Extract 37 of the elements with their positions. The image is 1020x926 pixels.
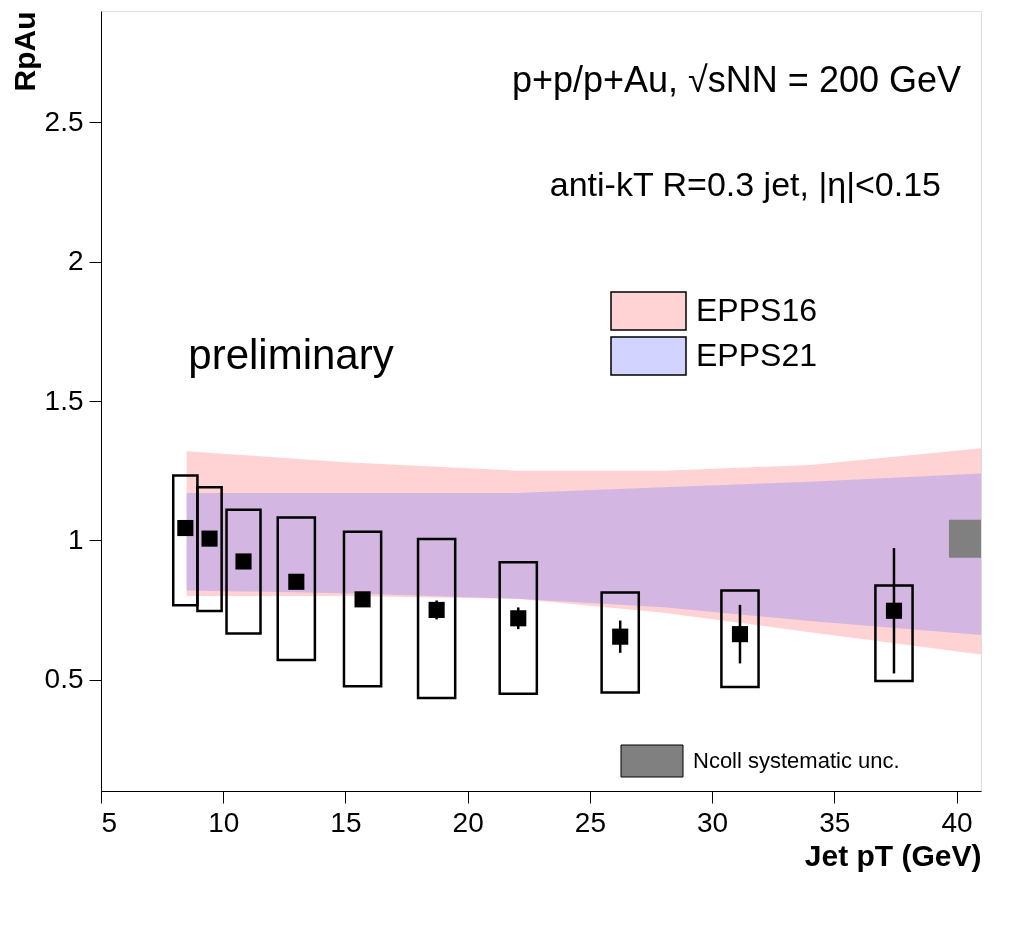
point: [731, 626, 749, 643]
point: [885, 602, 903, 619]
point: [201, 530, 218, 547]
annotation: p+p/p+Au, √sNN = 200 GeV: [511, 59, 961, 100]
bar: [416, 537, 457, 700]
legend-label: EPPS16: [696, 292, 817, 328]
y-tick-label: 2.5: [44, 105, 84, 137]
bar: [276, 516, 317, 662]
bar: [498, 561, 539, 696]
point: [354, 591, 371, 608]
x-tick-label: 30: [697, 806, 729, 838]
bar: [342, 530, 383, 688]
legend-label: Ncoll systematic unc.: [693, 748, 900, 773]
legend-label: EPPS21: [696, 337, 817, 373]
point: [428, 601, 445, 618]
annotation: preliminary: [188, 331, 394, 378]
bar: [720, 589, 760, 689]
y-tick-label: 1: [67, 523, 84, 555]
y-tick-label: 0.5: [44, 663, 84, 695]
x-tick-label: 15: [330, 806, 362, 838]
x-tick-label: 35: [819, 806, 851, 838]
x-tick-label: 10: [208, 806, 240, 838]
x-tick-label: 5: [101, 806, 118, 838]
point: [612, 628, 629, 645]
y-tick-label: 2: [67, 245, 84, 277]
y-axis-title: RpAu: [7, 11, 41, 92]
bar: [600, 591, 641, 694]
x-axis-title: Jet pT (GeV): [804, 838, 982, 872]
annotation: anti-kT R=0.3 jet, |η|<0.15: [549, 165, 941, 203]
y-tick-label: 1.5: [44, 384, 84, 416]
point: [510, 610, 527, 627]
x-tick-label: 40: [941, 806, 973, 838]
point: [177, 519, 194, 537]
point: [288, 573, 305, 590]
x-tick-label: 25: [574, 806, 606, 838]
x-tick-label: 20: [452, 806, 484, 838]
point: [235, 553, 252, 570]
